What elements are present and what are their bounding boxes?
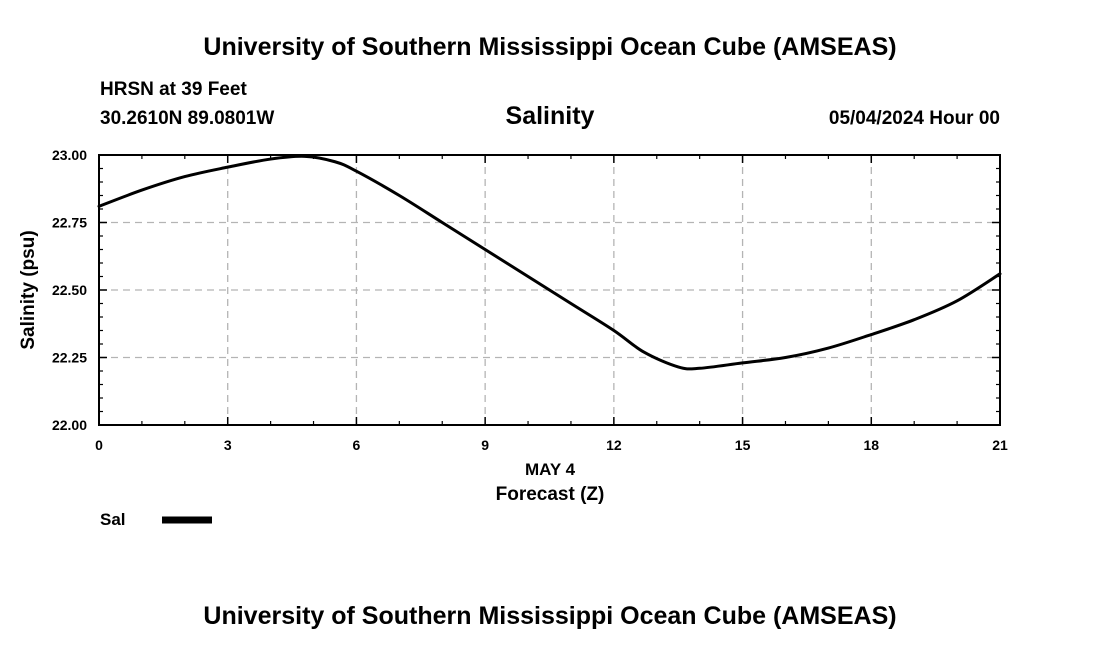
x-tick-label: 18	[863, 437, 879, 453]
y-tick-label: 22.50	[52, 282, 87, 298]
variable-title: Salinity	[506, 102, 595, 130]
x-tick-label: 15	[735, 437, 751, 453]
series-layer	[97, 154, 1002, 371]
y-axis-label: Salinity (psu)	[18, 230, 39, 349]
footer-title: University of Southern Mississippi Ocean…	[203, 602, 896, 630]
x-tick-label: 6	[353, 437, 361, 453]
tick-labels: 0 3 6 9 12 15 18 21 22.00 22.25 22.50 22.75 23.00	[52, 147, 1008, 453]
x-tick-label: 21	[992, 437, 1008, 453]
coordinates-label: 30.2610N 89.0801W	[100, 108, 274, 129]
plot-frame	[98, 154, 1001, 426]
x-tick-label: 0	[95, 437, 103, 453]
x-tick-label: 12	[606, 437, 622, 453]
legend: Sal	[100, 510, 212, 529]
chart-title: University of Southern Mississippi Ocean…	[203, 33, 896, 61]
y-tick-label: 22.25	[52, 350, 87, 366]
y-tick-label: 22.75	[52, 215, 87, 231]
x-tick-label: 9	[481, 437, 489, 453]
y-tick-label: 23.00	[52, 147, 87, 163]
station-label: HRSN at 39 Feet	[100, 79, 247, 100]
datetime-label: 05/04/2024 Hour 00	[829, 108, 1000, 129]
x-axis-label: Forecast (Z)	[496, 484, 605, 505]
y-tick-label: 22.00	[52, 417, 87, 433]
legend-label-sal: Sal	[100, 510, 126, 529]
series-line-sal	[97, 154, 1002, 371]
x-axis-date-label: MAY 4	[525, 460, 576, 479]
x-tick-label: 3	[224, 437, 232, 453]
